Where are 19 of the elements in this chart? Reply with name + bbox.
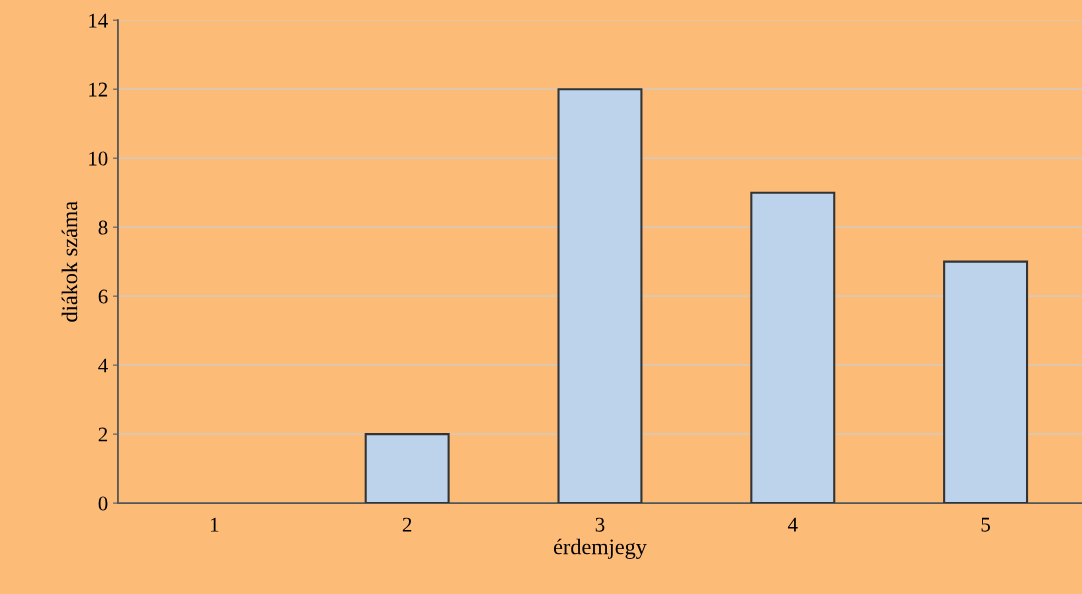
y-tick-label: 12: [89, 82, 108, 97]
y-tick-label: 0: [98, 496, 108, 511]
x-tick-label: 2: [402, 517, 412, 532]
x-axis-title: érdemjegy: [553, 538, 647, 559]
bar: [750, 191, 836, 504]
y-tick-label: 2: [98, 427, 108, 442]
y-tick-label: 10: [89, 151, 108, 166]
y-tick-label: 14: [89, 13, 108, 28]
bar: [943, 260, 1029, 504]
y-tick-label: 4: [98, 358, 108, 373]
y-axis-title: diákok száma: [61, 201, 78, 322]
x-tick-label: 1: [210, 517, 219, 532]
y-tick-label: 8: [98, 220, 108, 235]
y-tick-label: 6: [98, 289, 108, 304]
x-tick-label: 5: [981, 517, 990, 532]
x-tick-label: 4: [787, 517, 798, 532]
bar: [557, 88, 643, 504]
x-tick-label: 3: [595, 517, 605, 532]
bar: [364, 433, 450, 504]
